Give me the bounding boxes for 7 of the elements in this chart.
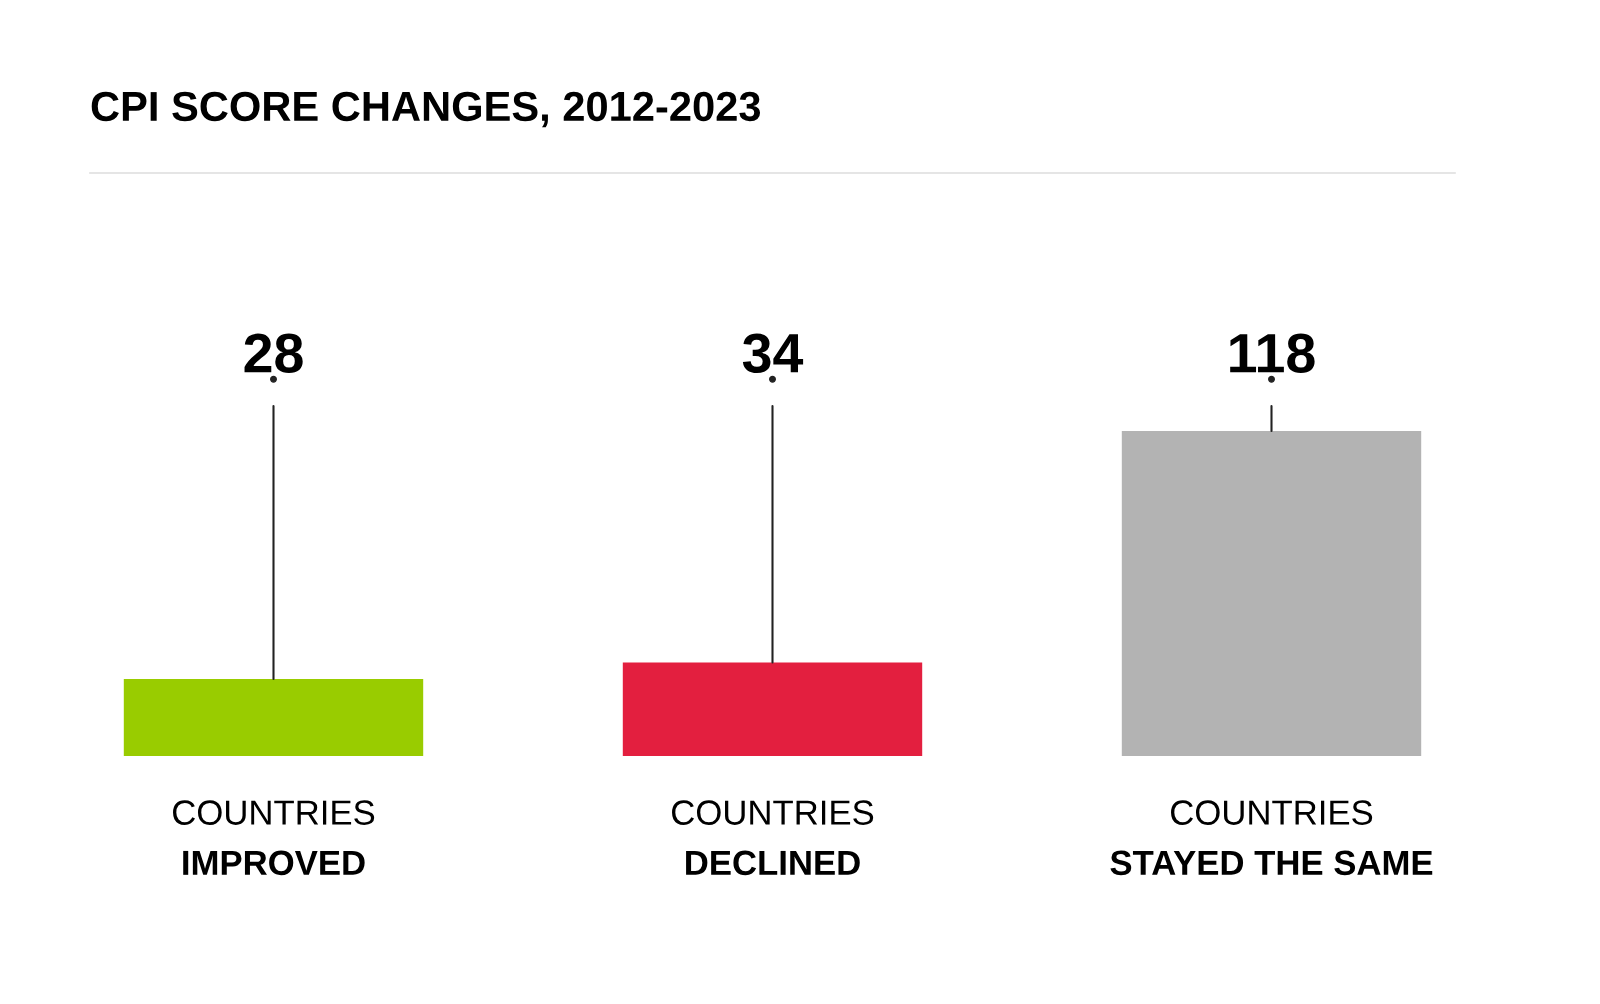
data-label: 34: [742, 333, 804, 373]
data-label: 118: [1230, 333, 1315, 373]
x-tick-label: COUNTRIES IMPROVED: [173, 800, 375, 876]
x-tick-label: COUNTRIES DECLINED: [672, 800, 874, 876]
data-label: 28: [244, 333, 303, 373]
chart-title: CPI SCORE CHANGES, 2012-2023: [91, 91, 761, 128]
x-tick-label: COUNTRIES STAYED THE SAME: [1110, 800, 1433, 876]
